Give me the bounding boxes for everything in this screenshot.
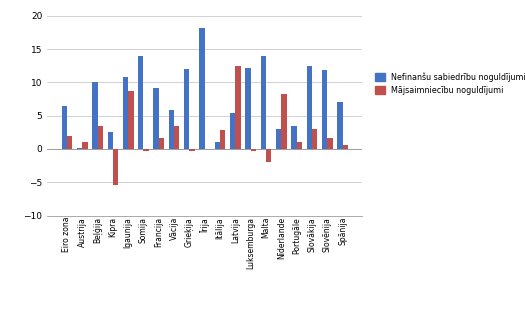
Bar xyxy=(215,142,220,149)
Bar xyxy=(138,56,143,149)
Bar xyxy=(235,67,241,149)
Bar xyxy=(113,149,118,185)
Bar xyxy=(281,94,287,149)
Bar xyxy=(312,129,317,149)
Bar xyxy=(174,126,180,149)
Bar xyxy=(92,82,98,149)
Bar xyxy=(143,149,149,151)
Bar xyxy=(153,88,159,149)
Bar xyxy=(190,149,195,151)
Bar xyxy=(159,138,164,149)
Bar xyxy=(327,138,333,149)
Bar xyxy=(230,113,235,149)
Bar xyxy=(128,91,133,149)
Bar xyxy=(123,77,128,149)
Bar xyxy=(291,126,297,149)
Bar xyxy=(260,56,266,149)
Bar xyxy=(169,110,174,149)
Bar xyxy=(220,130,225,149)
Bar xyxy=(307,66,312,149)
Bar xyxy=(77,148,82,149)
Bar xyxy=(67,136,72,149)
Bar xyxy=(322,70,327,149)
Bar xyxy=(61,106,67,149)
Bar xyxy=(98,126,103,149)
Bar xyxy=(297,142,302,149)
Legend: Nefinanšu sabiedrību noguldījumi, Mājsaimniecību noguldījumi: Nefinanšu sabiedrību noguldījumi, Mājsai… xyxy=(373,70,525,97)
Bar xyxy=(82,142,88,149)
Bar xyxy=(245,68,251,149)
Bar xyxy=(343,145,348,149)
Bar xyxy=(337,102,343,149)
Bar xyxy=(266,149,271,162)
Bar xyxy=(108,133,113,149)
Bar xyxy=(251,149,256,151)
Bar xyxy=(276,129,281,149)
Bar xyxy=(200,28,205,149)
Bar xyxy=(184,69,190,149)
